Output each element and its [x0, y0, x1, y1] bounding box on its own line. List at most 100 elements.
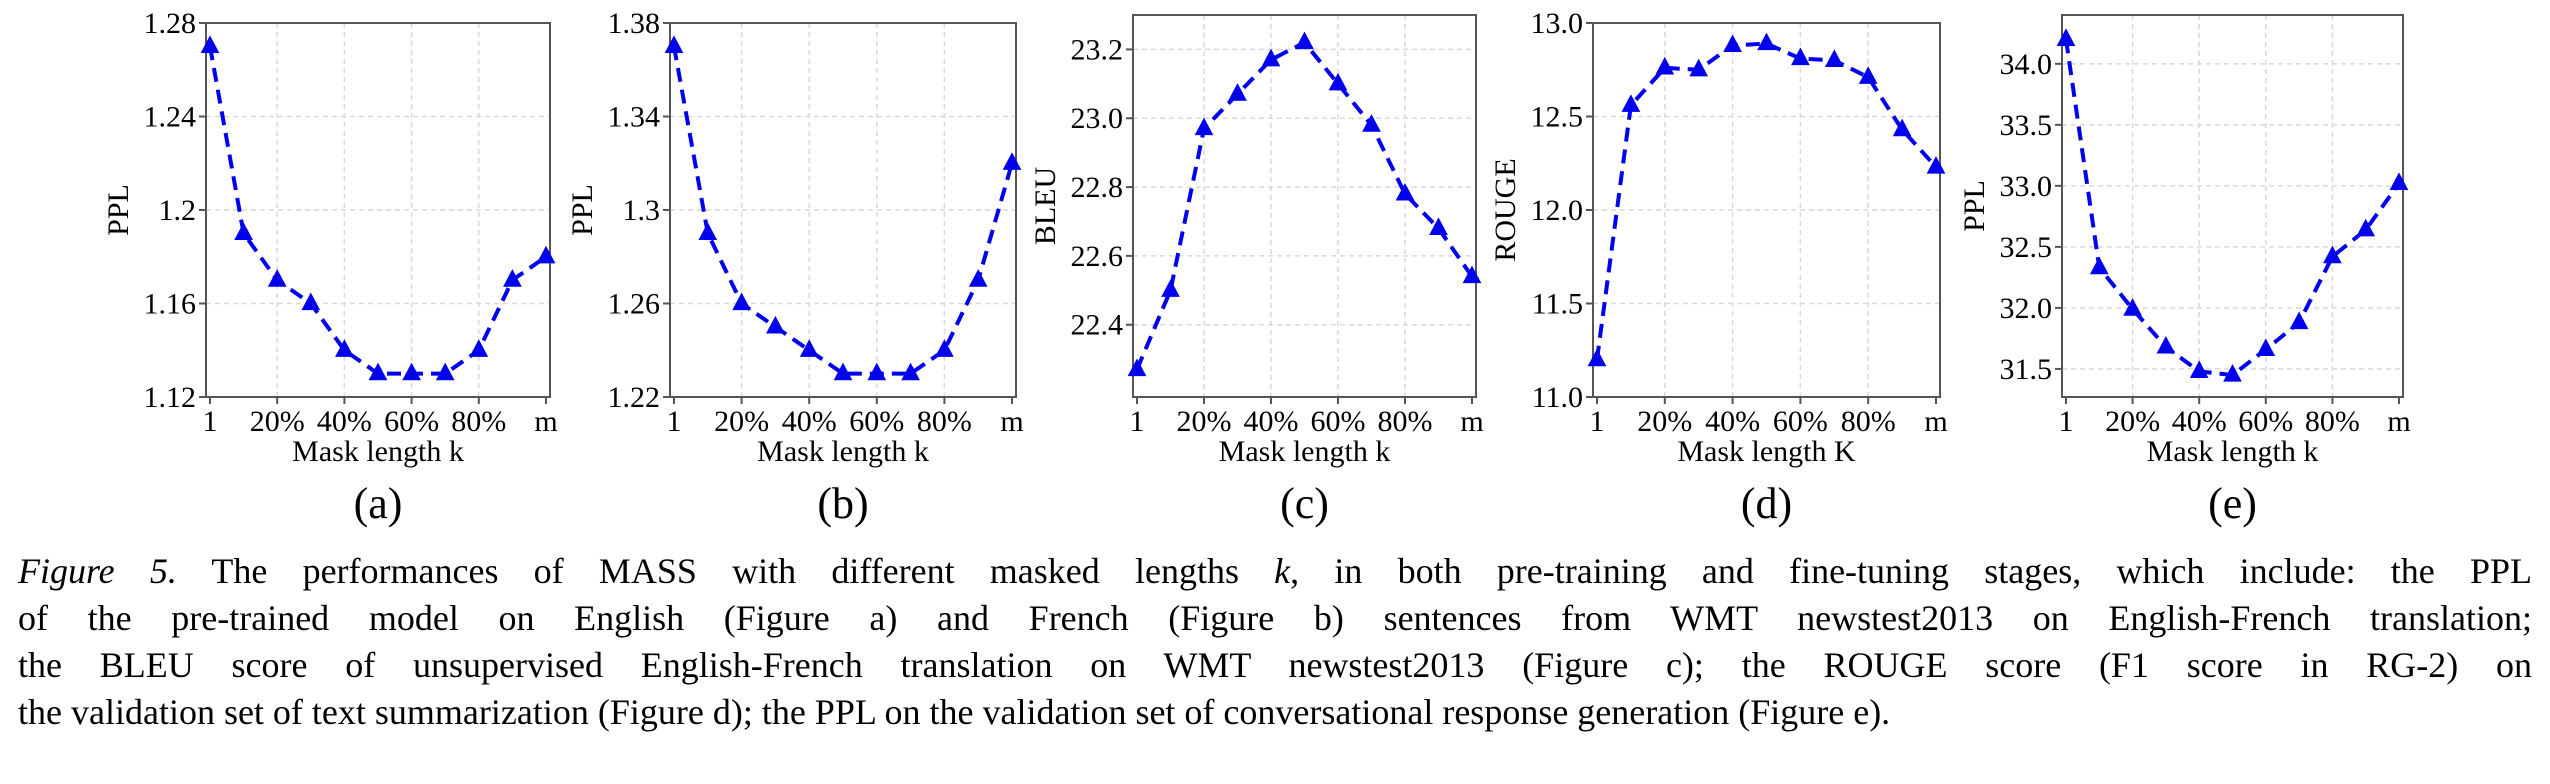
- y-tick-label: 22.4: [1071, 309, 1124, 342]
- data-point-marker: [1395, 182, 1415, 201]
- axes-frame: [2061, 14, 2404, 398]
- y-tick-label: 1.16: [144, 288, 197, 321]
- data-point-marker: [1655, 56, 1675, 75]
- x-tick-label: 40%: [782, 405, 837, 438]
- y-axis-label: PPL: [566, 184, 599, 236]
- x-tick-label: 1: [203, 405, 218, 438]
- y-tick-label: 23.0: [1071, 102, 1124, 135]
- data-point-marker: [1621, 94, 1641, 112]
- y-tick-label: 13.0: [1531, 7, 1584, 40]
- data-point-marker: [301, 292, 321, 311]
- caption-line-2: of the pre-trained model on English (Fig…: [18, 598, 2532, 638]
- x-tick-label: 80%: [1841, 405, 1896, 438]
- data-point-marker: [402, 362, 421, 381]
- x-tick-label: 40%: [1244, 405, 1299, 438]
- caption-variable-k: k: [1274, 551, 1291, 591]
- x-axis-label: Mask length k: [757, 435, 929, 468]
- data-point-marker: [200, 35, 220, 53]
- x-tick-label: 40%: [1705, 405, 1760, 438]
- y-tick-label: 23.2: [1071, 33, 1124, 66]
- x-tick-label: m: [534, 405, 557, 438]
- x-tick-label: 1: [1130, 405, 1145, 438]
- data-point-marker: [2289, 311, 2309, 330]
- data-point-marker: [2256, 338, 2276, 357]
- subplot-1: 1.22 1.26 1.3 1.34 1.38 1 20% 40% 60% 80% m Mask le…: [566, 7, 1024, 468]
- y-axis-label: BLEU: [1029, 167, 1062, 246]
- series-line: [1135, 40, 1474, 371]
- axes-frame: [1132, 14, 1477, 398]
- data-point-marker: [1858, 66, 1878, 84]
- subplot-0: 1.12 1.16 1.2 1.24 1.28 1 20% 40% 60% 80% m Mask le…: [102, 7, 558, 468]
- subplot-4: 31.5 32.0 32.5 33.0 33.5 34.0 1 20% 40% 60% 80% m Ma…: [1958, 14, 2411, 468]
- data-point-marker: [1689, 58, 1709, 77]
- axes-frame: [669, 22, 1017, 398]
- y-tick-label: 1.12: [144, 381, 197, 414]
- y-tick-label: 1.26: [608, 288, 661, 321]
- subplot-2: 22.4 22.6 22.8 23.0 23.2 1 20% 40% 60% 80% m Mask l…: [1029, 14, 1484, 468]
- data-point-marker: [1462, 265, 1482, 284]
- data-point-marker: [1127, 358, 1147, 377]
- data-point-marker: [698, 222, 718, 240]
- x-tick-label: 1: [667, 405, 682, 438]
- data-point-marker: [766, 315, 785, 334]
- data-point-marker: [267, 269, 287, 287]
- caption-text: The performances of MASS with different …: [176, 551, 1275, 591]
- x-tick-label: 60%: [849, 405, 904, 438]
- y-tick-label: 22.8: [1071, 171, 1124, 204]
- data-point-marker: [1328, 72, 1348, 91]
- series-line: [1595, 41, 1938, 360]
- y-tick-label: 32.0: [2000, 292, 2053, 325]
- data-point-marker: [1757, 32, 1776, 51]
- data-point-marker: [2223, 364, 2242, 382]
- subplot-label: (e): [2208, 479, 2257, 528]
- data-point-marker: [1429, 217, 1448, 235]
- y-axis-label: PPL: [1958, 180, 1991, 232]
- x-tick-label: 20%: [2105, 405, 2160, 438]
- x-tick-label: 80%: [1378, 405, 1433, 438]
- figure-caption: Figure 5. The performances of MASS with …: [18, 548, 2532, 736]
- data-point-marker: [1362, 114, 1381, 132]
- data-point-marker: [1892, 118, 1912, 137]
- data-point-marker: [1723, 34, 1742, 53]
- data-point-marker: [335, 339, 354, 357]
- data-point-marker: [732, 292, 751, 311]
- y-tick-label: 1.38: [608, 7, 661, 40]
- data-point-marker: [2323, 245, 2342, 264]
- data-point-marker: [867, 362, 887, 381]
- y-tick-label: 1.22: [608, 381, 661, 414]
- x-axis-label: Mask length k: [1219, 435, 1391, 468]
- data-point-marker: [2089, 256, 2109, 275]
- data-point-marker: [1261, 48, 1281, 67]
- x-axis-label: Mask length k: [2147, 435, 2319, 468]
- data-point-marker: [536, 245, 556, 264]
- y-tick-label: 1.2: [159, 194, 197, 227]
- y-tick-label: 11.0: [1532, 381, 1583, 414]
- data-point-marker: [2356, 218, 2376, 237]
- x-tick-label: 1: [2059, 405, 2074, 438]
- y-tick-label: 31.5: [2000, 353, 2053, 386]
- y-tick-label: 1.3: [623, 194, 661, 227]
- y-tick-label: 33.5: [2000, 109, 2053, 142]
- subplot-label: (a): [353, 479, 403, 528]
- data-point-marker: [1194, 117, 1214, 136]
- series-line: [2064, 39, 2401, 378]
- x-tick-label: 40%: [317, 405, 372, 438]
- x-tick-label: 60%: [384, 405, 439, 438]
- data-point-marker: [968, 269, 988, 287]
- data-point-marker: [1791, 47, 1810, 66]
- x-tick-label: 20%: [714, 405, 769, 438]
- y-axis-label: ROUGE: [1489, 158, 1522, 261]
- caption-text: , in both pre-training and fine-tuning s…: [1290, 551, 2532, 591]
- y-tick-label: 1.28: [144, 7, 197, 40]
- data-point-marker: [1587, 348, 1607, 367]
- x-axis-label: Mask length K: [1677, 435, 1856, 468]
- data-point-marker: [1824, 49, 1844, 67]
- data-point-marker: [2123, 298, 2142, 316]
- x-tick-label: 20%: [250, 405, 305, 438]
- x-tick-label: 1: [1590, 405, 1605, 438]
- data-point-marker: [799, 339, 819, 357]
- axes-frame: [205, 22, 551, 398]
- x-tick-label: 20%: [1637, 405, 1692, 438]
- y-tick-label: 34.0: [2000, 48, 2053, 81]
